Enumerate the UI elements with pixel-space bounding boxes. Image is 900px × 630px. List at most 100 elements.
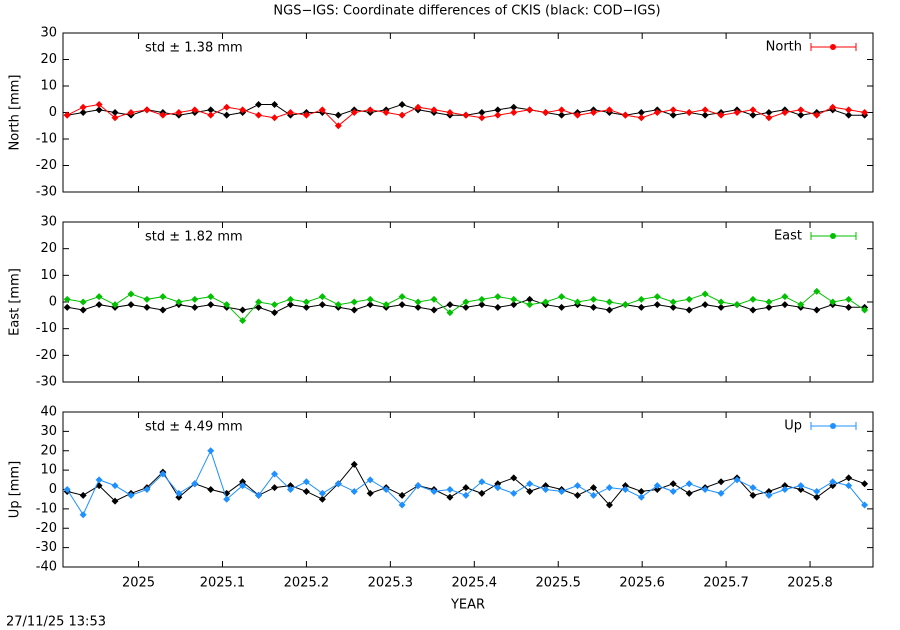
- data-point: [621, 111, 629, 119]
- data-point: [717, 298, 725, 306]
- data-point: [143, 486, 151, 493]
- data-point: [207, 486, 215, 493]
- data-point: [749, 484, 757, 492]
- data-point: [382, 109, 390, 116]
- data-point: [318, 293, 326, 301]
- data-point: [494, 106, 502, 114]
- data-point: [334, 111, 342, 119]
- data-point: [653, 482, 661, 490]
- data-point: [717, 478, 725, 486]
- std-annotation: std ± 4.49 mm: [145, 420, 243, 435]
- data-point: [302, 487, 310, 495]
- data-point: [813, 111, 821, 119]
- data-point: [749, 111, 757, 119]
- data-point: [382, 301, 390, 309]
- data-point: [813, 287, 821, 295]
- data-point: [701, 106, 709, 114]
- data-point: [207, 106, 215, 114]
- data-point: [845, 295, 853, 303]
- data-point: [334, 480, 342, 488]
- data-point: [446, 486, 454, 493]
- data-point: [733, 476, 741, 484]
- data-point: [845, 474, 853, 482]
- data-point: [781, 293, 789, 301]
- data-point: [398, 293, 406, 301]
- data-point: [127, 491, 135, 499]
- data-point: [95, 301, 103, 309]
- data-point: [558, 487, 566, 495]
- data-point: [669, 298, 677, 306]
- data-point: [797, 482, 805, 490]
- data-point: [605, 501, 613, 509]
- data-point: [797, 106, 805, 114]
- data-point: [350, 306, 358, 314]
- data-point: [382, 486, 390, 493]
- data-point: [255, 101, 263, 109]
- data-point: [717, 489, 725, 497]
- data-point: [223, 111, 231, 119]
- data-point: [861, 480, 869, 488]
- data-point: [462, 491, 470, 499]
- data-point: [558, 106, 566, 114]
- x-tick-label: 2025.2: [284, 576, 330, 591]
- data-point: [781, 482, 789, 490]
- data-point: [845, 106, 853, 114]
- data-point: [430, 295, 438, 303]
- y-tick-label: -20: [36, 158, 57, 173]
- data-point: [717, 303, 725, 311]
- data-point: [286, 295, 294, 303]
- data-point: [207, 293, 215, 301]
- data-point: [271, 114, 279, 122]
- data-point: [271, 309, 279, 317]
- data-point: [765, 491, 773, 499]
- data-point: [797, 486, 805, 493]
- data-point: [79, 298, 87, 306]
- data-point: [861, 501, 869, 509]
- data-point: [446, 309, 454, 317]
- data-point: [510, 295, 518, 303]
- data-point: [478, 114, 486, 122]
- data-point: [861, 306, 869, 314]
- y-tick-label: 30: [40, 26, 57, 41]
- data-point: [749, 295, 757, 303]
- data-point: [398, 491, 406, 499]
- data-point: [111, 497, 119, 505]
- data-point: [542, 298, 550, 306]
- data-point: [589, 484, 597, 492]
- data-point: [79, 511, 87, 519]
- data-point: [239, 306, 247, 314]
- data-point: [175, 493, 183, 501]
- data-point: [733, 301, 741, 309]
- data-point: [637, 295, 645, 303]
- data-point: [669, 480, 677, 488]
- data-point: [845, 111, 853, 119]
- data-point: [510, 489, 518, 497]
- data-point: [717, 111, 725, 119]
- y-tick-label: -10: [36, 321, 57, 336]
- x-tick-label: 2025.7: [703, 576, 749, 591]
- data-point: [302, 478, 310, 486]
- data-point: [95, 101, 103, 109]
- data-point: [733, 109, 741, 116]
- data-point: [478, 478, 486, 486]
- data-point: [318, 301, 326, 309]
- x-tick-label: 2025: [122, 576, 155, 591]
- data-point: [526, 487, 534, 495]
- data-point: [574, 111, 582, 119]
- data-point: [494, 484, 502, 492]
- data-point: [701, 486, 709, 493]
- x-tick-label: 2025.1: [200, 576, 246, 591]
- legend-label: North: [766, 40, 802, 55]
- data-point: [542, 486, 550, 493]
- data-point: [223, 103, 231, 111]
- data-point: [558, 303, 566, 311]
- data-point: [127, 109, 135, 116]
- data-point: [494, 303, 502, 311]
- data-point: [239, 478, 247, 486]
- data-point: [669, 106, 677, 114]
- x-tick-label: 2025.8: [787, 576, 833, 591]
- data-point: [526, 106, 534, 114]
- plot-frame: [62, 32, 874, 193]
- data-point: [749, 106, 757, 114]
